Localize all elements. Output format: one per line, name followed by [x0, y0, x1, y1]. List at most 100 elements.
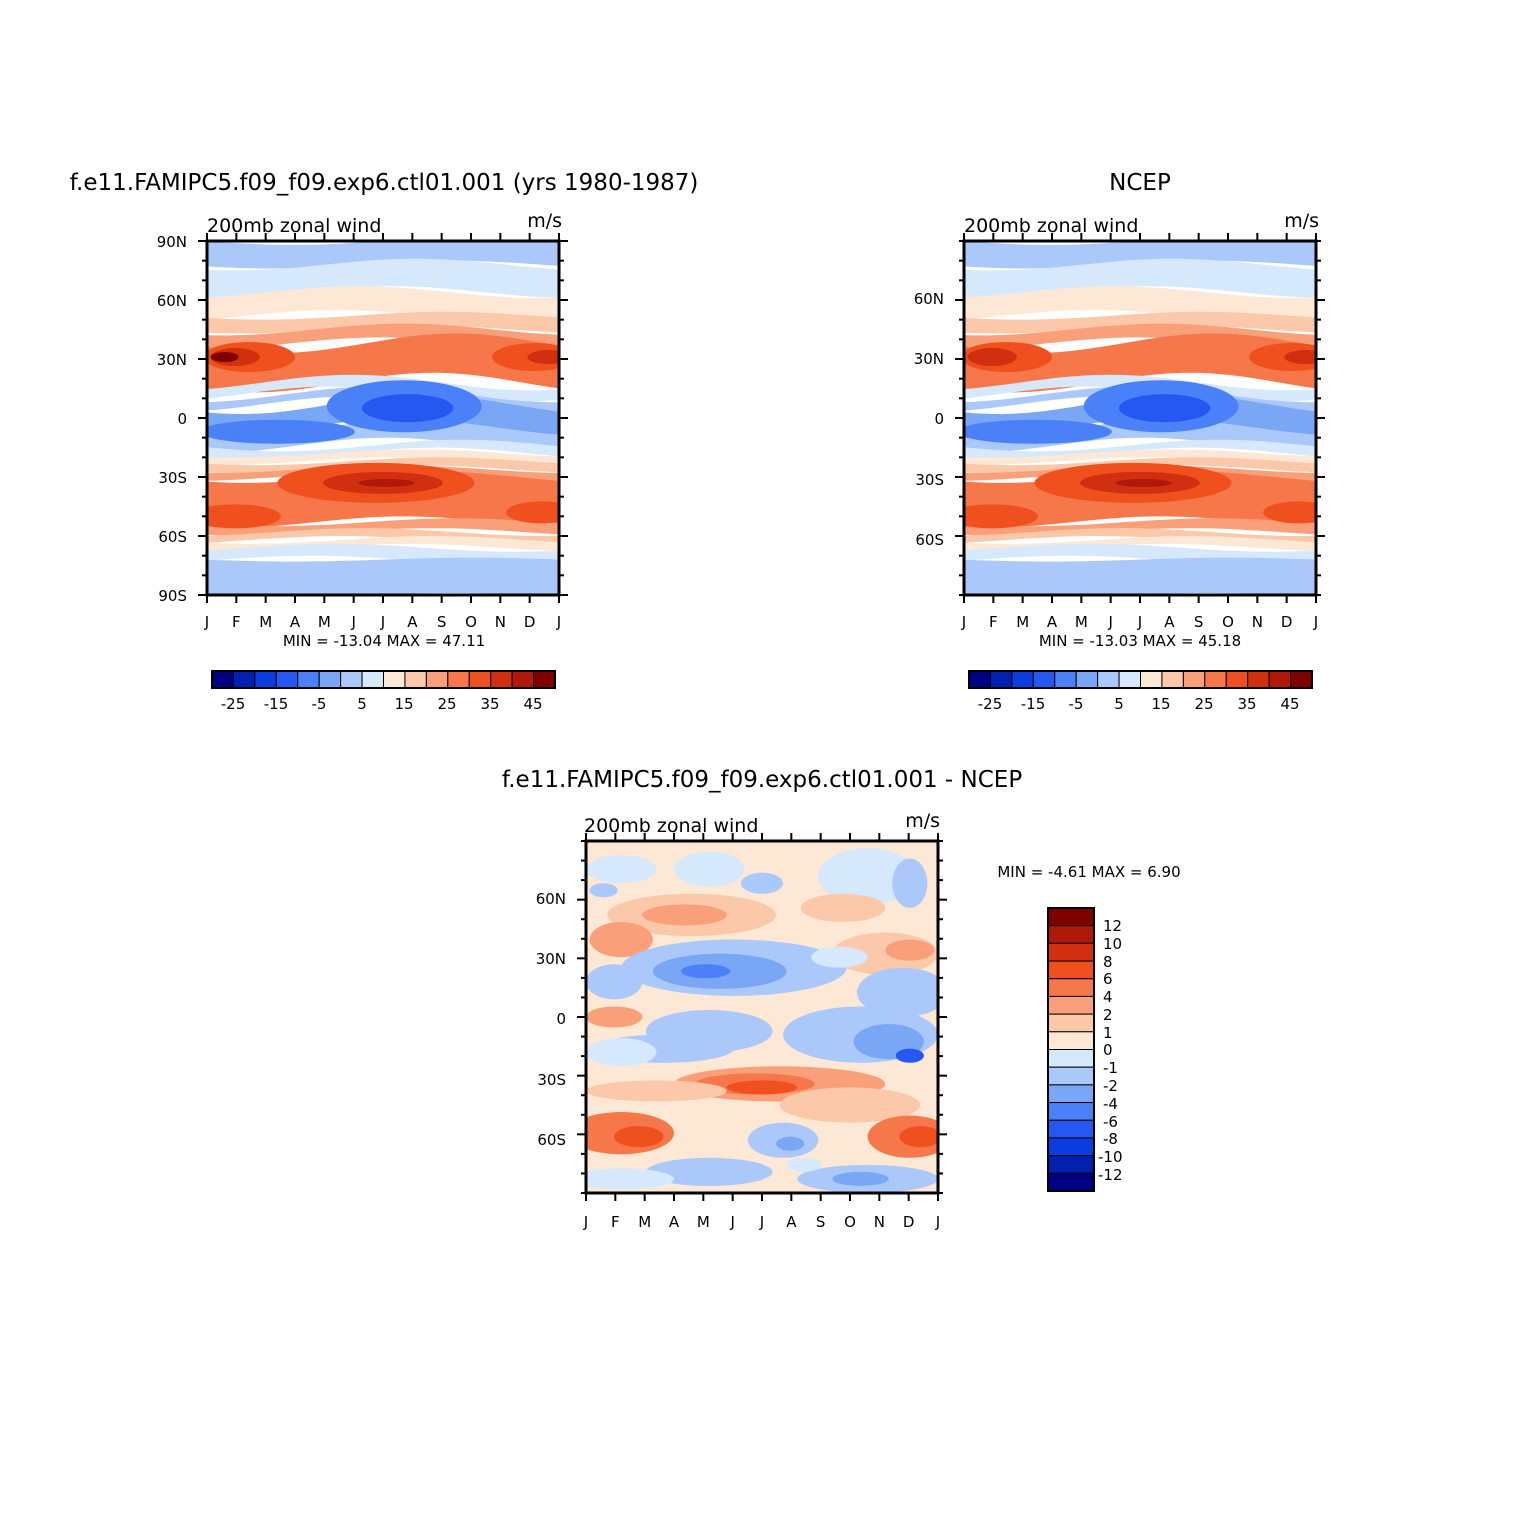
y-tick-label: 30N — [536, 950, 566, 968]
x-tick-label: J — [556, 613, 561, 631]
contour-band — [207, 333, 559, 393]
contour-blob — [740, 872, 784, 894]
contour-band — [964, 439, 1316, 460]
contour-jet-core — [492, 343, 559, 372]
colorbar-label: 25 — [1194, 695, 1213, 713]
y-tick-label: 60S — [537, 1131, 566, 1149]
x-tick-label: A — [407, 613, 418, 631]
colorbar-frame — [1047, 907, 1095, 1192]
x-tick-label: N — [874, 1213, 885, 1231]
colorbar-swatch — [490, 670, 513, 689]
colorbar-swatch — [1247, 670, 1270, 689]
colorbar-swatch — [1047, 1084, 1095, 1104]
panel-obs-ticks — [955, 233, 1325, 603]
contour-band — [207, 311, 559, 334]
colorbar-label: 8 — [1103, 953, 1113, 971]
colorbar-label: -5 — [312, 695, 327, 713]
contour-blob — [857, 967, 938, 1017]
x-tick-label: J — [1107, 613, 1112, 631]
contour-band — [964, 311, 1316, 334]
contour-band — [964, 333, 1316, 393]
colorbar-swatch — [468, 670, 492, 689]
contour-blob — [589, 883, 618, 898]
contour-blob — [614, 1126, 664, 1148]
colorbar-swatch — [968, 670, 991, 689]
colorbar-label: 1 — [1103, 1024, 1113, 1042]
x-tick-label: D — [903, 1213, 915, 1231]
colorbar-label: -15 — [1021, 695, 1046, 713]
colorbar-swatch — [404, 670, 427, 689]
contour-blob — [892, 858, 928, 908]
x-tick-label: J — [729, 1213, 734, 1231]
colorbar-label: -15 — [264, 695, 289, 713]
colorbar-swatch — [297, 670, 320, 689]
contour-band — [207, 557, 559, 595]
x-tick-label: M — [638, 1213, 651, 1231]
colorbar-swatch — [989, 670, 1013, 689]
contour-jet-core — [1284, 350, 1316, 365]
colorbar-swatch — [1047, 1013, 1095, 1033]
x-tick-label: A — [786, 1213, 797, 1231]
contour-band — [964, 557, 1316, 595]
x-tick-label: O — [1222, 613, 1234, 631]
colorbar-swatch — [425, 670, 449, 689]
colorbar-swatch — [1268, 670, 1292, 689]
contour-jet-core — [1263, 501, 1316, 524]
colorbar-swatch — [1182, 670, 1206, 689]
colorbar-label: 5 — [1114, 695, 1124, 713]
contour-jet-core — [964, 504, 1038, 529]
contour-band — [964, 258, 1316, 298]
x-tick-label: M — [259, 613, 272, 631]
colorbar-label: -12 — [1098, 1166, 1123, 1184]
colorbar-label: -25 — [221, 695, 246, 713]
x-tick-label: D — [1281, 613, 1293, 631]
y-tick-label: 30S — [158, 469, 187, 487]
y-tick-label: 30N — [157, 351, 187, 369]
x-tick-label: N — [495, 613, 506, 631]
contour-jet-core — [207, 504, 281, 529]
panel-diff-y-tick-labels: 60N 30N 0 30S 60S — [536, 890, 566, 1149]
colorbar-label: 0 — [1103, 1041, 1113, 1059]
x-tick-label: A — [1164, 613, 1175, 631]
colorbar-swatch — [1047, 925, 1095, 944]
contour-blob — [645, 1157, 773, 1186]
colorbar-label: 5 — [357, 695, 367, 713]
x-tick-label: J — [935, 1213, 940, 1231]
colorbar-swatch — [1047, 1155, 1095, 1174]
x-tick-label: S — [816, 1213, 826, 1231]
colorbar-label: 35 — [1237, 695, 1256, 713]
colorbar-swatch — [383, 670, 406, 689]
panel-model-colorbar — [211, 670, 556, 689]
colorbar-swatch — [1047, 995, 1095, 1015]
colorbar-label: 12 — [1103, 917, 1122, 935]
x-tick-label: F — [989, 613, 998, 631]
panel-diff-title: f.e11.FAMIPC5.f09_f09.exp6.ctl01.001 - N… — [502, 767, 1023, 793]
panel-obs-units: m/s — [1284, 210, 1319, 232]
panel-diff-subtitle: 200mb zonal wind — [584, 815, 758, 837]
contour-jet-core — [1249, 343, 1316, 372]
x-tick-label: D — [524, 613, 536, 631]
panel-diff-ticks — [577, 833, 947, 1201]
contour-band — [207, 420, 559, 454]
x-tick-label: J — [204, 613, 209, 631]
x-tick-label: A — [1047, 613, 1058, 631]
contour-blob — [786, 1157, 822, 1172]
panel-model-colorbar-labels: -25 -15 -5 5 15 25 35 45 — [221, 695, 543, 713]
panel-diff-colorbar — [1047, 907, 1095, 1192]
colorbar-swatch — [511, 670, 535, 689]
x-tick-label: M — [697, 1213, 710, 1231]
y-tick-label: 60N — [157, 292, 187, 310]
x-tick-label: N — [1252, 613, 1263, 631]
colorbar-swatch — [1047, 1049, 1095, 1068]
panel-model-y-tick-labels: 90N 60N 30N 0 30S 60S 90S — [157, 233, 187, 605]
x-tick-label: M — [1075, 613, 1088, 631]
contour-blob — [681, 964, 731, 979]
panel-obs-colorbar-labels: -25 -15 -5 5 15 25 35 45 — [978, 695, 1300, 713]
colorbar-swatch — [1140, 670, 1163, 689]
panel-model-subtitle: 200mb zonal wind — [207, 215, 381, 237]
panel-model-units: m/s — [527, 210, 562, 232]
x-tick-label: J — [1137, 613, 1142, 631]
contour-blob — [586, 1038, 657, 1067]
